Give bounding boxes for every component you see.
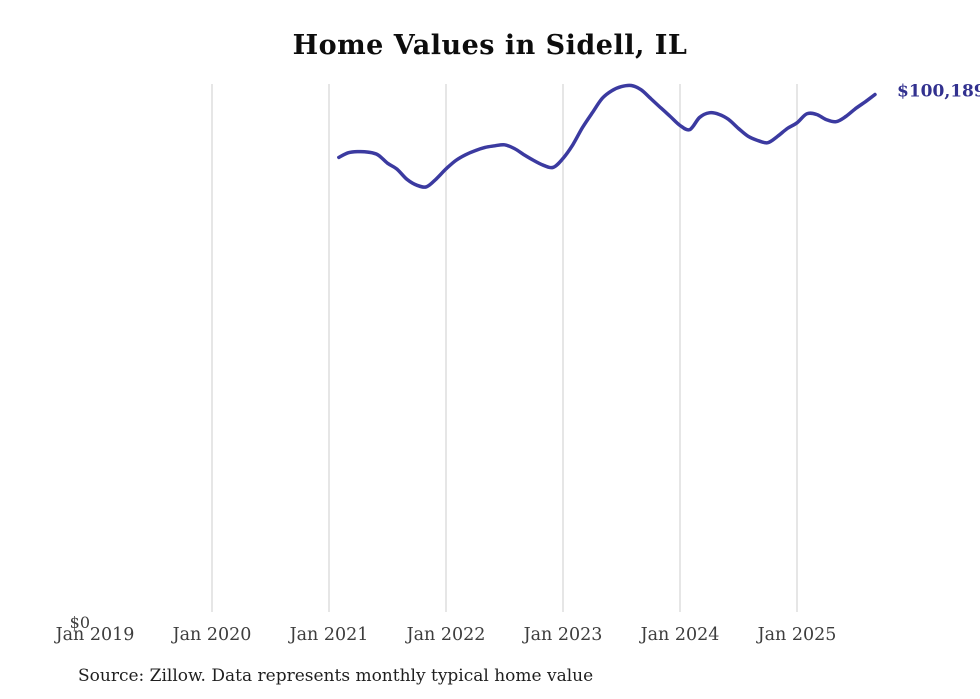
x-tick-label: Jan 2021 — [288, 625, 369, 645]
y-axis-zero-label: $0 — [70, 613, 90, 632]
x-tick-label: Jan 2023 — [522, 625, 603, 645]
latest-value-label: $100,189 — [897, 81, 980, 101]
gridlines-group — [211, 84, 798, 612]
x-tick-label: Jan 2019 — [54, 625, 135, 645]
x-tick-label: Jan 2024 — [639, 625, 720, 645]
source-note: Source: Zillow. Data represents monthly … — [78, 666, 594, 686]
x-tick-label: Jan 2022 — [405, 625, 486, 645]
x-tick-label: Jan 2020 — [171, 625, 252, 645]
home-value-series-line — [337, 83, 877, 189]
x-axis-tick-labels: Jan 2019 Jan 2020 Jan 2021 Jan 2022 Jan 2023… — [54, 625, 837, 645]
x-tick-label: Jan 2025 — [756, 625, 837, 645]
chart-title: Home Values in Sidell, IL — [292, 30, 688, 61]
